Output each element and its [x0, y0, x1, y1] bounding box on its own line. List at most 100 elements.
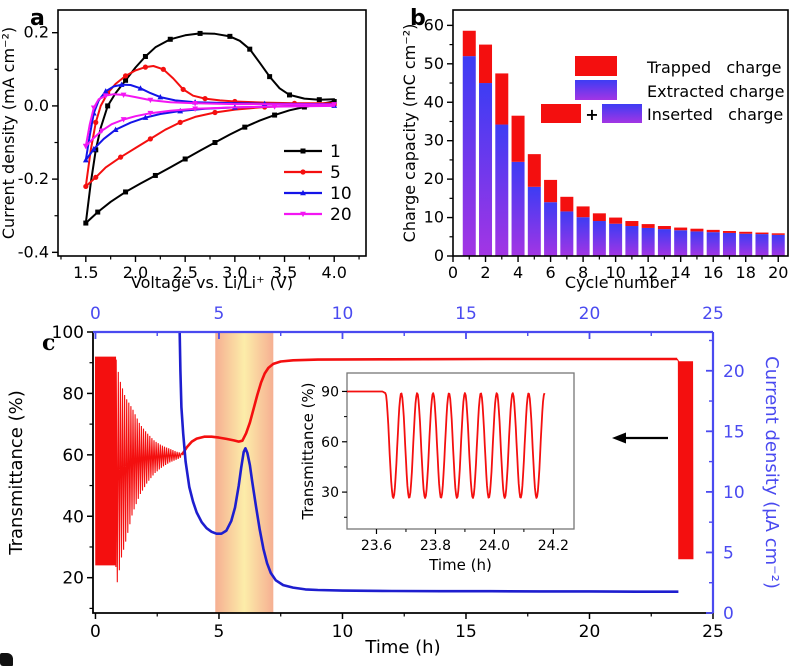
- svg-text:3.0: 3.0: [222, 263, 247, 282]
- svg-text:0.2: 0.2: [24, 23, 49, 42]
- transmittance-series: [94, 356, 694, 583]
- inset-transmittance-series: [347, 390, 546, 499]
- svg-text:60: 60: [321, 435, 339, 451]
- bar-trapped-cycle-5: [527, 154, 541, 187]
- svg-text:+: +: [585, 105, 598, 124]
- svg-text:20: 20: [330, 205, 352, 225]
- svg-text:24.0: 24.0: [479, 538, 510, 554]
- panel-c-inset: 23.6 23.8 24.0 24.2 30 60 90 Time (h) Transmitta…: [299, 372, 575, 574]
- svg-text:10: 10: [332, 304, 354, 324]
- svg-text:12: 12: [638, 263, 658, 282]
- svg-text:100: 100: [52, 323, 84, 343]
- svg-text:40: 40: [62, 507, 84, 527]
- svg-text:15: 15: [455, 304, 477, 324]
- bar-trapped-cycle-7: [560, 196, 574, 212]
- bar-extracted-cycle-18: [739, 233, 753, 256]
- bar-extracted-cycle-6: [544, 202, 558, 256]
- bar-extracted-cycle-8: [576, 217, 590, 256]
- panel-a-ylabel: Current density (mA cm⁻²): [0, 27, 18, 239]
- svg-text:5: 5: [330, 163, 341, 183]
- svg-text:15: 15: [455, 622, 477, 642]
- svg-text:6: 6: [545, 263, 555, 282]
- panel-b-chart: 0 2 4 6 8 10 12 14 16 18 20 0 10 20 30 40 50 60 Cycle numb…: [400, 9, 789, 292]
- bar-trapped-cycle-10: [609, 217, 623, 224]
- svg-text:-0.2: -0.2: [18, 169, 49, 188]
- bar-extracted-cycle-16: [706, 232, 720, 256]
- svg-text:40: 40: [424, 92, 444, 111]
- bar-extracted-cycle-1: [462, 56, 476, 256]
- svg-text:0: 0: [723, 604, 734, 624]
- bar-extracted-cycle-11: [625, 226, 639, 256]
- bar-extracted-cycle-12: [641, 227, 655, 256]
- svg-text:10: 10: [723, 483, 745, 503]
- bar-trapped-cycle-1: [462, 30, 476, 57]
- svg-text:80: 80: [62, 384, 84, 404]
- svg-text:8: 8: [578, 263, 588, 282]
- svg-text:20: 20: [768, 263, 788, 282]
- bar-trapped-cycle-6: [544, 179, 558, 203]
- bar-extracted-cycle-14: [674, 230, 688, 256]
- svg-text:10: 10: [332, 622, 354, 642]
- bar-extracted-cycle-13: [657, 229, 671, 256]
- svg-text:14: 14: [670, 263, 690, 282]
- arrow-left-icon: [612, 432, 668, 444]
- svg-text:90: 90: [321, 384, 339, 400]
- svg-text:1.5: 1.5: [73, 263, 98, 282]
- bar-extracted-cycle-4: [511, 161, 525, 256]
- bar-extracted-cycle-5: [527, 186, 541, 256]
- panel-b-axes: 0 2 4 6 8 10 12 14 16 18 20 0 10 20 30 40 50 60 Cycle numb…: [400, 9, 789, 292]
- panel-b-xlabel: Cycle number: [565, 273, 677, 292]
- panel-b-label: b: [410, 6, 426, 31]
- svg-text:16: 16: [703, 263, 723, 282]
- svg-text:23.6: 23.6: [361, 538, 392, 554]
- svg-text:23.8: 23.8: [420, 538, 451, 554]
- panel-c-label: c: [42, 330, 56, 356]
- bar-trapped-cycle-12: [641, 224, 655, 228]
- panel-c-chart: 0 5 10 15 20 250 5 10 15 20 252040608010005101520T…: [6, 304, 782, 658]
- panel-a-xlabel: Voltage vs. Li/Li⁺ (V): [131, 273, 293, 292]
- svg-text:10: 10: [330, 184, 352, 204]
- bar-extracted-cycle-10: [609, 223, 623, 256]
- inset-xlabel: Time (h): [428, 556, 492, 574]
- svg-text:0: 0: [434, 246, 444, 265]
- svg-text:60: 60: [62, 446, 84, 466]
- panel-a-chart: 1.5 2.0 2.5 3.0 3.5 4.0 -0.4 -0.2 0.0 0.2 Voltage …: [0, 9, 367, 292]
- inset-ylabel: Transmittance (%): [299, 382, 317, 520]
- bar-trapped-cycle-14: [674, 227, 688, 231]
- svg-text:0: 0: [90, 622, 101, 642]
- svg-text:-0.4: -0.4: [18, 242, 49, 261]
- image-crop-artifact: [0, 653, 13, 666]
- svg-text:5: 5: [214, 304, 225, 324]
- svg-text:0: 0: [448, 263, 458, 282]
- svg-text:20: 20: [579, 622, 601, 642]
- panel-b: 0 2 4 6 8 10 12 14 16 18 20 0 10 20 30 40 50 60 Cycle numb…: [400, 0, 800, 299]
- svg-text:10: 10: [605, 263, 625, 282]
- svg-text:0: 0: [90, 304, 101, 324]
- panel-a: 1.5 2.0 2.5 3.0 3.5 4.0 -0.4 -0.2 0.0 0.2 Voltage …: [0, 0, 400, 299]
- bar-extracted-cycle-15: [690, 231, 704, 256]
- bar-trapped-cycle-8: [576, 206, 590, 218]
- panel-b-bars: [462, 30, 785, 256]
- bar-trapped-cycle-4: [511, 115, 525, 162]
- svg-text:Trapped charge: Trapped charge: [646, 58, 781, 77]
- bar-trapped-cycle-9: [592, 213, 606, 222]
- svg-text:25: 25: [702, 304, 724, 324]
- bar-trapped-cycle-17: [722, 231, 736, 233]
- bar-trapped-cycle-3: [495, 73, 509, 125]
- svg-text:20: 20: [579, 304, 601, 324]
- bar-trapped-cycle-13: [657, 226, 671, 230]
- bar-extracted-cycle-17: [722, 232, 736, 256]
- bar-trapped-cycle-15: [690, 228, 704, 232]
- svg-text:5: 5: [214, 622, 225, 642]
- panel-a-series-20: [82, 92, 338, 150]
- panel-c-ylabel-right: Current density (μA cm⁻²): [761, 356, 782, 589]
- svg-text:10: 10: [424, 208, 444, 227]
- svg-text:Extracted charge: Extracted charge: [647, 82, 784, 101]
- bar-trapped-cycle-18: [739, 231, 753, 234]
- svg-text:5: 5: [723, 543, 734, 563]
- bar-trapped-cycle-16: [706, 229, 720, 233]
- panel-c-xlabel: Time (h): [364, 637, 440, 658]
- svg-text:30: 30: [424, 131, 444, 150]
